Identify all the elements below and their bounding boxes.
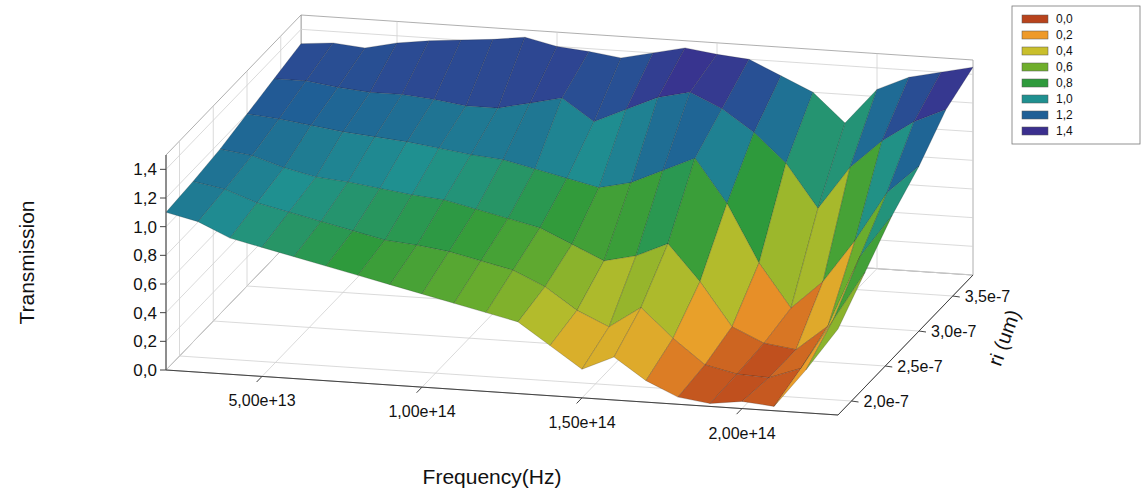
- tick-label: 1,0: [133, 218, 157, 237]
- tick: [160, 370, 166, 371]
- legend-label: 0,2: [1056, 28, 1073, 42]
- tick: [953, 296, 960, 297]
- box: [166, 15, 973, 415]
- legend: 0,0 0,2 0,4 0,6 0,8 1,0 1,2 1,4: [1012, 6, 1140, 144]
- legend-label: 0,0: [1056, 12, 1073, 26]
- tick-label: 0,6: [133, 275, 157, 294]
- axis-title: Frequency(Hz): [423, 465, 562, 488]
- tick: [160, 255, 166, 256]
- tick-label: 1,4: [133, 160, 157, 179]
- legend-swatch: [1022, 63, 1048, 71]
- z-axis-line: [166, 155, 167, 370]
- legend-label: 1,4: [1056, 124, 1073, 138]
- surface-cell: [801, 257, 860, 369]
- tick: [417, 387, 422, 393]
- tick: [160, 169, 166, 170]
- tick: [160, 312, 166, 313]
- labels: 5,00e+13 1,00e+14 1,50e+14 2,00e+14 2,0e-7 2,…: [15, 160, 1024, 488]
- tick-label: 2,5e-7: [897, 358, 942, 375]
- tick: [160, 226, 166, 227]
- axes: [160, 155, 973, 415]
- x-axis-line: [166, 370, 838, 415]
- chart: 5,00e+13 1,00e+14 1,50e+14 2,00e+14 2,0e-7 2,…: [0, 0, 1148, 501]
- grid: [166, 21, 973, 408]
- tick-label: 2,0e-7: [864, 393, 909, 410]
- tick-label: 0,0: [133, 361, 157, 380]
- legend-swatch: [1022, 79, 1048, 87]
- legend-swatch: [1022, 95, 1048, 103]
- legend-swatch: [1022, 31, 1048, 39]
- tick: [160, 198, 166, 199]
- surface-cell: [887, 110, 946, 193]
- tick-label: 0,8: [133, 246, 157, 265]
- legend-label: 0,8: [1056, 76, 1073, 90]
- legend-label: 0,6: [1056, 60, 1073, 74]
- tick-label: 1,2: [133, 189, 157, 208]
- back-wall: [301, 15, 973, 275]
- tick-label: 3,0e-7: [931, 323, 976, 340]
- tick-label: 3,5e-7: [965, 288, 1010, 305]
- tick-label: 0,2: [133, 332, 157, 351]
- tick: [257, 376, 262, 382]
- legend-swatch: [1022, 15, 1048, 23]
- tick-label: 2,00e+14: [708, 425, 775, 442]
- legend-box: [1012, 6, 1140, 144]
- legend-label: 1,2: [1056, 108, 1073, 122]
- legend-swatch: [1022, 111, 1048, 119]
- surface-cell: [806, 272, 865, 370]
- tick: [737, 409, 742, 415]
- legend-label: 1,0: [1056, 92, 1073, 106]
- tick: [160, 284, 166, 285]
- surface: [166, 37, 973, 406]
- y-axis-line: [838, 275, 973, 415]
- tick: [160, 341, 166, 342]
- surface-cell: [774, 320, 833, 406]
- surface-cell: [742, 368, 801, 406]
- legend-swatch: [1022, 47, 1048, 55]
- tick-label: 5,00e+13: [228, 392, 295, 409]
- tick-label: 0,4: [133, 304, 157, 323]
- legend-swatch: [1022, 127, 1048, 135]
- tick-label: 1,50e+14: [548, 414, 615, 431]
- axis-title: ri (um): [984, 307, 1024, 369]
- surface-cell: [833, 216, 892, 321]
- surface-cell: [860, 166, 919, 256]
- legend-label: 0,4: [1056, 44, 1073, 58]
- axis-title: Transmission: [15, 200, 38, 324]
- surface-cell: [828, 193, 887, 326]
- tick: [885, 366, 892, 367]
- tick: [852, 401, 859, 402]
- tick-label: 1,00e+14: [388, 403, 455, 420]
- tick: [919, 331, 926, 332]
- tick: [577, 398, 582, 404]
